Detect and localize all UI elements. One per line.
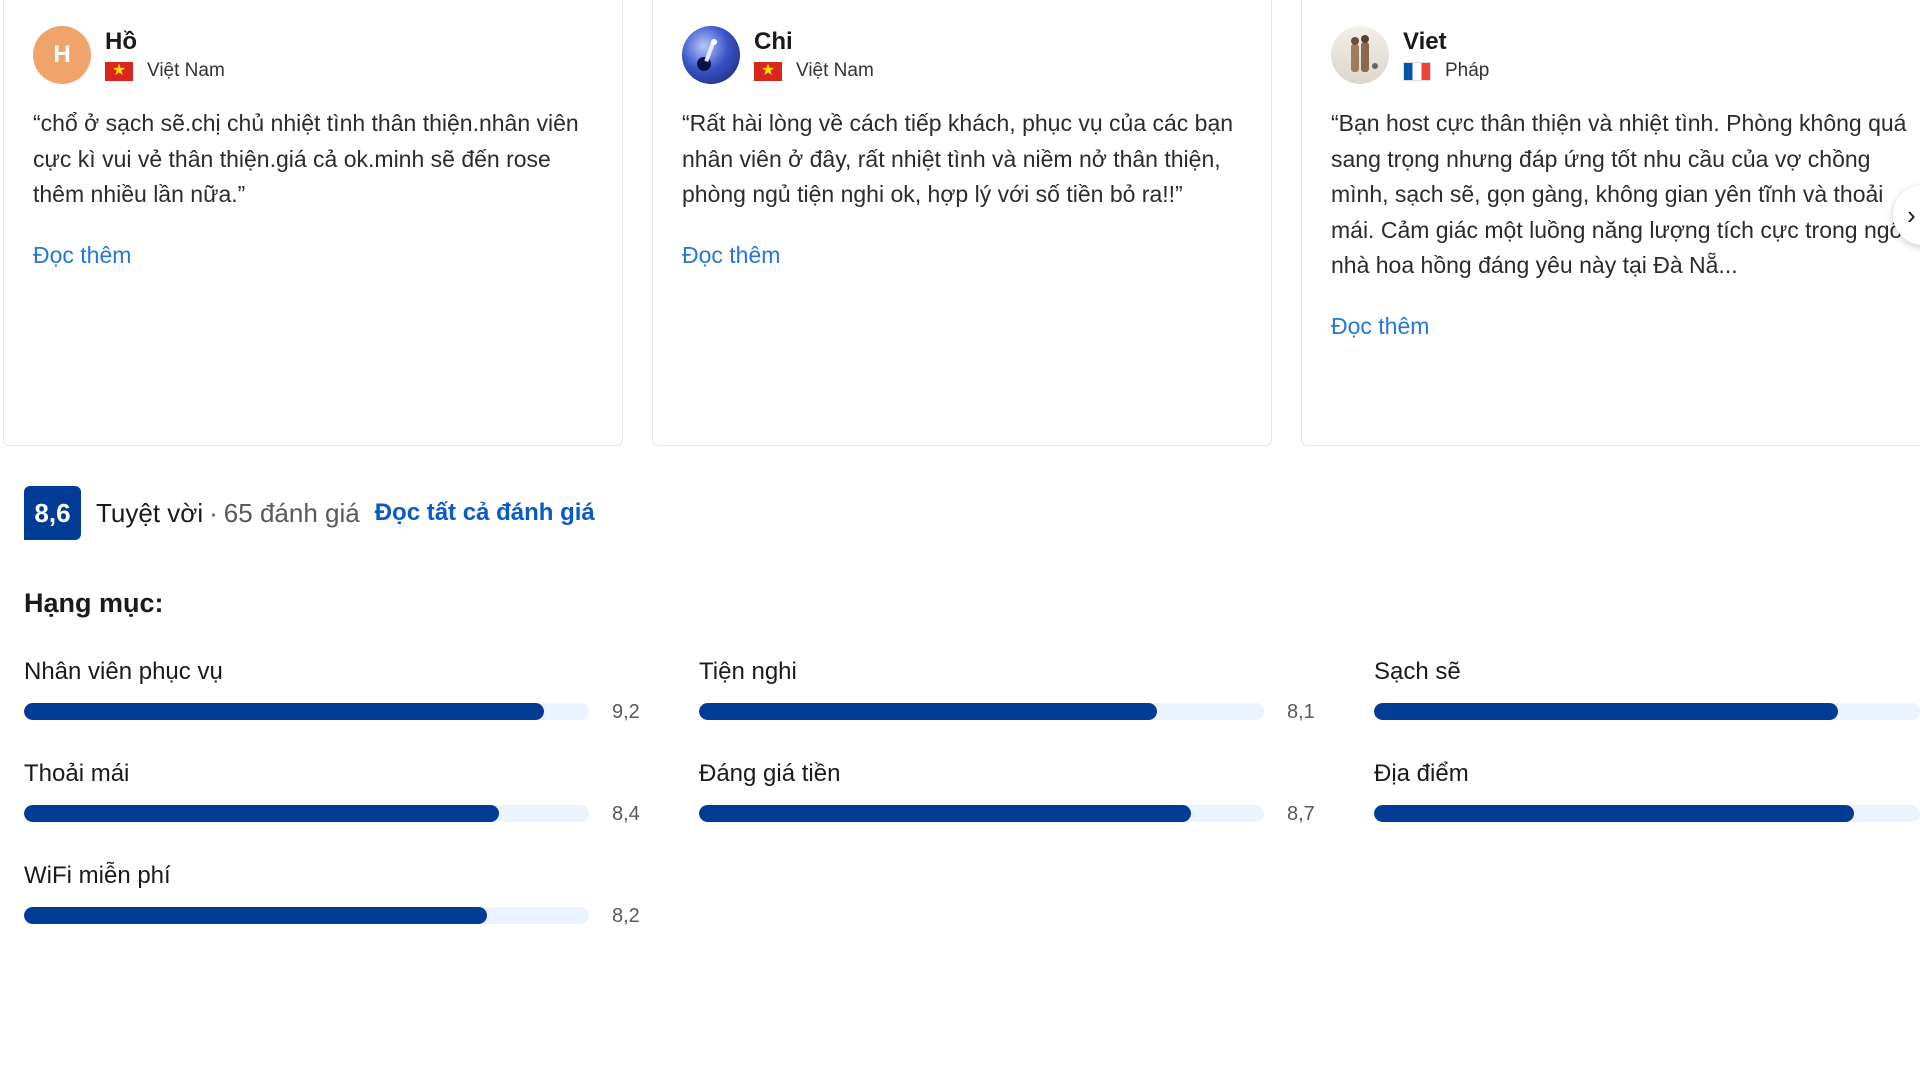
chevron-right-icon: ›	[1907, 199, 1916, 230]
category-bar-fill	[1374, 805, 1855, 822]
review-card: Chi Việt Nam “Rất hài lòng về cách tiếp …	[652, 0, 1272, 446]
category-bar-fill	[24, 703, 544, 720]
score-badge: 8,6	[24, 486, 81, 540]
category-staff: Nhân viên phục vụ 9,2	[24, 658, 644, 724]
category-label: Tiện nghi	[699, 658, 797, 685]
category-bar-track	[24, 805, 589, 822]
reviewer-country: Việt Nam	[105, 60, 225, 82]
review-card: H Hồ Việt Nam “chổ ở sạch sẽ.chị chủ nhi…	[3, 0, 623, 446]
category-value: 8,1	[1287, 701, 1315, 723]
category-bar-fill	[699, 703, 1157, 720]
category-label: Sạch sẽ	[1374, 658, 1461, 685]
review-text: “chổ ở sạch sẽ.chị chủ nhiệt tình thân t…	[33, 110, 579, 207]
categories-heading: Hạng mục:	[24, 588, 164, 618]
country-name: Việt Nam	[147, 60, 225, 81]
france-flag-icon	[1403, 61, 1431, 81]
separator: ·	[209, 497, 218, 528]
category-label: Địa điểm	[1374, 760, 1469, 787]
category-label: Nhân viên phục vụ	[24, 658, 223, 685]
category-bar-track	[1374, 805, 1920, 822]
review-count: 65 đánh giá	[223, 497, 360, 528]
read-more-link[interactable]: Đọc thêm	[682, 241, 781, 268]
category-bar-track	[699, 805, 1264, 822]
avatar: H	[33, 26, 91, 84]
reviewer-name: Chi	[754, 28, 793, 55]
category-label: Đáng giá tiền	[699, 760, 841, 787]
reviewer: H Hồ Việt Nam	[33, 26, 593, 84]
category-bar-fill	[1374, 703, 1839, 720]
category-value: 9,2	[612, 701, 640, 723]
vietnam-flag-icon	[754, 60, 782, 81]
review-summary: 8,6 Tuyệt vời · 65 đánh giá Đọc tất cả đ…	[24, 486, 595, 540]
category-value-for-money: Đáng giá tiền 8,7	[699, 760, 1319, 826]
category-comfort: Thoải mái 8,4	[24, 760, 644, 826]
category-bar-track	[24, 703, 589, 720]
avatar	[682, 26, 740, 84]
reviewer-country: Việt Nam	[754, 60, 874, 82]
category-facilities: Tiện nghi 8,1	[699, 658, 1319, 724]
read-all-reviews-link[interactable]: Đọc tất cả đánh giá	[374, 499, 595, 526]
category-location: Địa điểm	[1374, 760, 1920, 826]
category-bar-fill	[699, 805, 1191, 822]
category-bar-track	[24, 907, 589, 924]
read-more-link[interactable]: Đọc thêm	[33, 241, 132, 268]
category-cleanliness: Sạch sẽ	[1374, 658, 1920, 724]
review-card: Viet Pháp “Bạn host cực thân thiện và nh…	[1301, 0, 1920, 446]
avatar-initial: H	[53, 41, 71, 68]
review-text: “Bạn host cực thân thiện và nhiệt tình. …	[1331, 110, 1908, 278]
category-bar-track	[699, 703, 1264, 720]
country-name: Việt Nam	[796, 60, 874, 81]
avatar-photo-icon	[1351, 35, 1378, 72]
review-text: “Rất hài lòng về cách tiếp khách, phục v…	[682, 110, 1234, 207]
category-value: 8,2	[612, 905, 640, 927]
reviewer-country: Pháp	[1403, 60, 1489, 82]
score-word: Tuyệt vời	[96, 497, 204, 528]
reviewer-name: Hồ	[105, 28, 137, 55]
avatar	[1331, 26, 1389, 84]
category-value: 8,4	[612, 803, 640, 825]
reviewer: Viet Pháp	[1331, 26, 1911, 84]
category-wifi: WiFi miễn phí 8,2	[24, 862, 644, 928]
category-value: 8,7	[1287, 803, 1315, 825]
country-name: Pháp	[1445, 60, 1490, 81]
read-more-link[interactable]: Đọc thêm	[1331, 312, 1430, 339]
category-bar-track	[1374, 703, 1920, 720]
reviewer-name: Viet	[1403, 28, 1447, 55]
avatar-photo-icon	[697, 39, 717, 71]
category-bar-fill	[24, 805, 499, 822]
category-bar-fill	[24, 907, 488, 924]
category-label: Thoải mái	[24, 760, 130, 787]
vietnam-flag-icon	[105, 60, 133, 81]
reviewer: Chi Việt Nam	[682, 26, 1242, 84]
category-label: WiFi miễn phí	[24, 862, 171, 889]
